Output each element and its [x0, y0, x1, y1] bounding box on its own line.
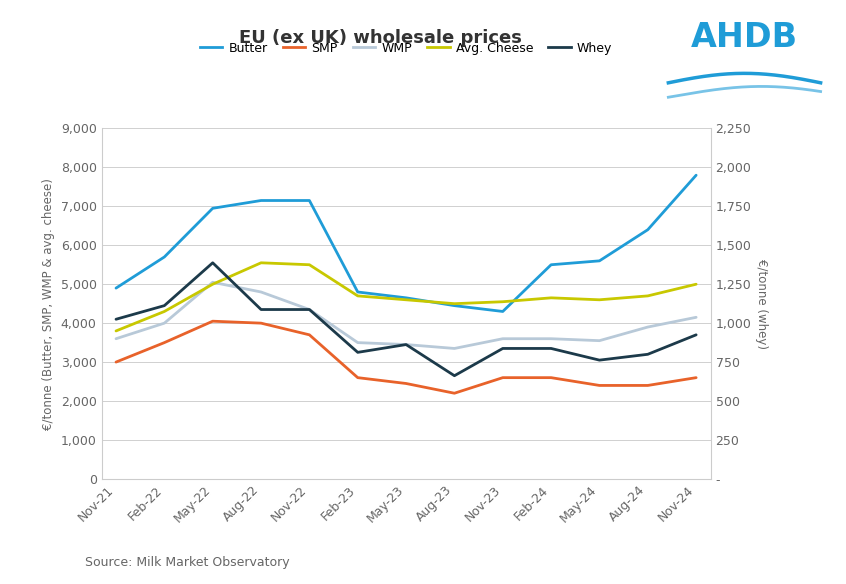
- Y-axis label: €/tonne (Butter, SMP, WMP & avg. cheese): €/tonne (Butter, SMP, WMP & avg. cheese): [42, 178, 55, 430]
- SMP: [353, 374, 363, 381]
- Avg. Cheese: [353, 293, 363, 300]
- Butter: [401, 294, 411, 301]
- Butter: [207, 205, 217, 212]
- WMP: [449, 345, 459, 352]
- WMP: [497, 335, 508, 342]
- SMP: [401, 380, 411, 387]
- Whey: [449, 372, 459, 379]
- Avg. Cheese: [449, 300, 459, 307]
- WMP: [401, 341, 411, 348]
- WMP: [643, 324, 653, 331]
- Line: Avg. Cheese: Avg. Cheese: [116, 263, 696, 331]
- Whey: [256, 306, 266, 313]
- Butter: [353, 288, 363, 296]
- Whey: [546, 345, 556, 352]
- SMP: [691, 374, 701, 381]
- Butter: [111, 284, 121, 291]
- SMP: [159, 339, 169, 346]
- SMP: [449, 390, 459, 397]
- Avg. Cheese: [159, 308, 169, 315]
- SMP: [207, 318, 217, 325]
- Legend: Butter, SMP, WMP, Avg. Cheese, Whey: Butter, SMP, WMP, Avg. Cheese, Whey: [195, 37, 618, 60]
- WMP: [111, 335, 121, 342]
- Butter: [449, 302, 459, 309]
- Whey: [401, 341, 411, 348]
- Whey: [305, 306, 315, 313]
- Avg. Cheese: [401, 296, 411, 303]
- Avg. Cheese: [256, 259, 266, 266]
- Y-axis label: €/tonne (whey): €/tonne (whey): [755, 259, 768, 349]
- Line: SMP: SMP: [116, 321, 696, 393]
- Line: Butter: Butter: [116, 175, 696, 311]
- Avg. Cheese: [111, 328, 121, 335]
- Butter: [497, 308, 508, 315]
- Butter: [256, 197, 266, 204]
- Avg. Cheese: [643, 293, 653, 300]
- Line: WMP: WMP: [116, 282, 696, 349]
- WMP: [256, 288, 266, 296]
- Butter: [643, 226, 653, 233]
- Whey: [353, 349, 363, 356]
- Butter: [159, 253, 169, 260]
- WMP: [546, 335, 556, 342]
- Text: AHDB: AHDB: [691, 22, 798, 54]
- Avg. Cheese: [497, 298, 508, 305]
- WMP: [353, 339, 363, 346]
- Butter: [691, 172, 701, 179]
- Avg. Cheese: [305, 261, 315, 268]
- Whey: [207, 259, 217, 266]
- Butter: [305, 197, 315, 204]
- Avg. Cheese: [546, 294, 556, 301]
- Text: Source: Milk Market Observatory: Source: Milk Market Observatory: [85, 557, 289, 569]
- WMP: [159, 319, 169, 326]
- Whey: [595, 357, 605, 364]
- Avg. Cheese: [207, 281, 217, 288]
- Line: Whey: Whey: [116, 263, 696, 376]
- WMP: [305, 306, 315, 313]
- Whey: [111, 316, 121, 323]
- SMP: [111, 359, 121, 366]
- Butter: [595, 258, 605, 265]
- Whey: [159, 302, 169, 309]
- Avg. Cheese: [691, 281, 701, 288]
- SMP: [546, 374, 556, 381]
- SMP: [497, 374, 508, 381]
- Whey: [691, 331, 701, 338]
- WMP: [207, 279, 217, 286]
- Whey: [643, 351, 653, 358]
- SMP: [595, 382, 605, 389]
- Avg. Cheese: [595, 296, 605, 303]
- Butter: [546, 261, 556, 268]
- WMP: [691, 314, 701, 321]
- Text: EU (ex UK) wholesale prices: EU (ex UK) wholesale prices: [239, 29, 522, 47]
- WMP: [595, 337, 605, 344]
- SMP: [305, 331, 315, 338]
- Whey: [497, 345, 508, 352]
- SMP: [643, 382, 653, 389]
- SMP: [256, 319, 266, 326]
